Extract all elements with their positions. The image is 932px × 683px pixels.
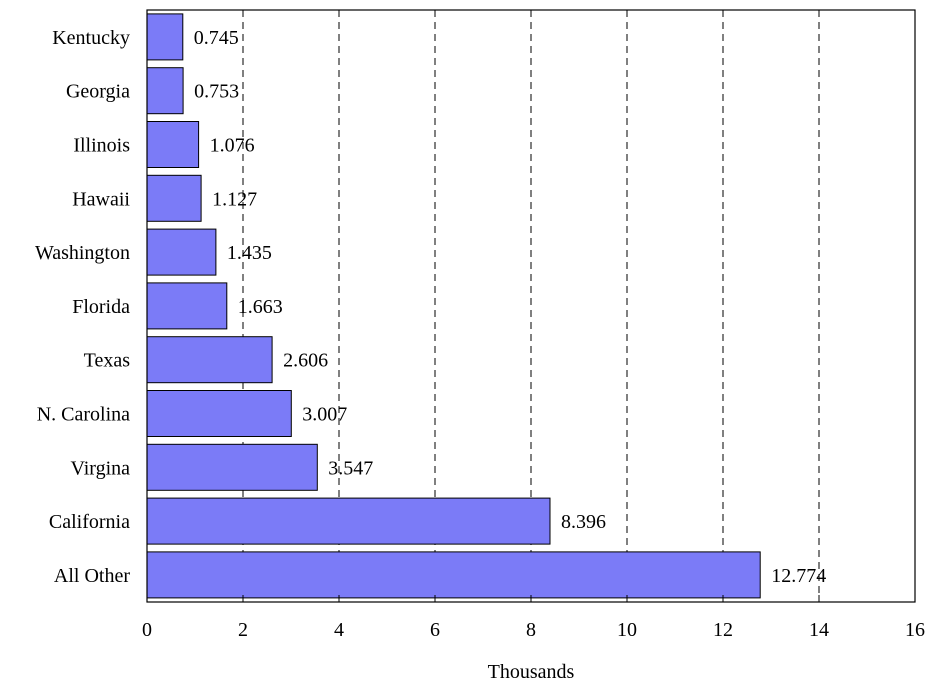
x-axis-title: Thousands [488, 661, 575, 683]
data-label: 1.076 [210, 135, 255, 157]
data-label: 3.547 [328, 457, 373, 479]
data-label: 0.745 [194, 27, 239, 49]
category-label: Kentucky [52, 27, 130, 49]
category-label: Texas [84, 350, 131, 372]
category-label: California [49, 511, 130, 533]
x-tick-label: 6 [430, 619, 440, 641]
category-label: Florida [72, 296, 130, 318]
data-label: 3.007 [302, 404, 347, 426]
bar [146, 551, 761, 599]
x-tick-label: 14 [809, 619, 829, 641]
x-axis: 0 2 4 6 8 10 12 14 16 [142, 595, 925, 641]
value-labels: 0.745 0.753 1.076 1.127 1.435 1.663 2.606 3.007… [194, 27, 826, 587]
x-tick-label: 12 [713, 619, 733, 641]
data-label: 12.774 [771, 565, 826, 587]
x-tick-label: 2 [238, 619, 248, 641]
category-label: Washington [35, 242, 130, 264]
data-label: 1.127 [212, 188, 257, 210]
bar [146, 174, 202, 222]
data-label: 2.606 [283, 350, 328, 372]
data-label: 1.435 [227, 242, 272, 264]
data-label: 8.396 [561, 511, 606, 533]
category-label: Hawaii [72, 188, 130, 210]
category-label: N. Carolina [37, 404, 130, 426]
bar [146, 67, 184, 115]
category-label: Illinois [73, 135, 130, 157]
category-labels: Kentucky Georgia Illinois Hawaii Washington F… [35, 27, 130, 587]
bar [146, 121, 200, 168]
x-tick-label: 0 [142, 619, 152, 641]
x-tick-label: 16 [905, 619, 925, 641]
bar [146, 336, 273, 384]
x-tick-label: 4 [334, 619, 344, 641]
bar [146, 497, 551, 545]
data-label: 1.663 [238, 296, 283, 318]
x-tick-label: 8 [526, 619, 536, 641]
bar [146, 390, 292, 437]
category-label: Georgia [66, 81, 130, 103]
bar [146, 443, 318, 491]
data-label: 0.753 [194, 81, 239, 103]
bar [146, 13, 184, 61]
category-label: All Other [54, 565, 130, 587]
bar [146, 228, 217, 276]
bars [146, 13, 761, 599]
bar [146, 282, 228, 330]
x-tick-label: 10 [617, 619, 637, 641]
category-label: Virgina [70, 457, 130, 479]
